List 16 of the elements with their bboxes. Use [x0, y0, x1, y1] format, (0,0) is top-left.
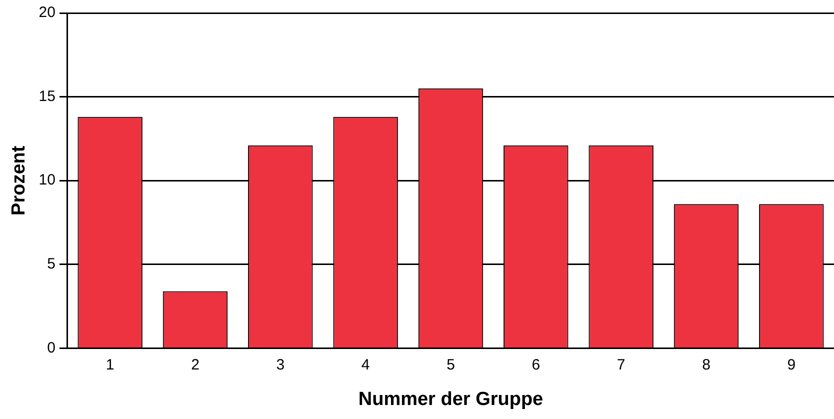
x-tick-label: 7	[616, 356, 626, 374]
x-tick-label: 1	[106, 356, 114, 374]
x-axis-title: Nummer der Gruppe	[358, 388, 544, 410]
x-tick-label: 6	[532, 356, 540, 374]
x-tick-label: 9	[787, 356, 796, 374]
y-tick-label: 15	[38, 88, 56, 105]
y-tick-label: 20	[38, 4, 56, 22]
x-tick-label: 2	[191, 356, 200, 374]
x-tick-label: 3	[276, 356, 285, 374]
y-axis-title: Prozent	[8, 145, 30, 216]
x-tick-label: 5	[446, 356, 455, 374]
x-tick-label: 8	[702, 356, 710, 374]
y-tick-label: 0	[47, 339, 56, 356]
x-tick-label: 4	[361, 356, 370, 374]
y-tick-label: 10	[38, 172, 56, 189]
y-tick-label: 5	[47, 256, 56, 273]
